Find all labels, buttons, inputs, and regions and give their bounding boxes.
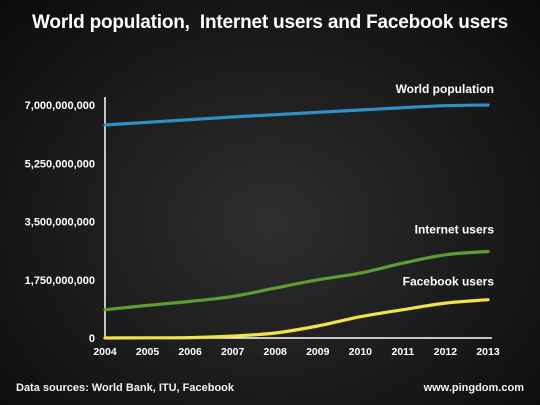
x-tick-label: 2011	[391, 346, 414, 358]
series-line-internet-users	[103, 249, 490, 312]
x-tick-label: 2004	[93, 346, 117, 358]
y-tick-label: 5,250,000,000	[25, 158, 95, 170]
series-line-world-population	[103, 103, 490, 127]
series-label-internet-users: Internet users	[415, 222, 495, 236]
series-label-facebook-users: Facebook users	[403, 275, 495, 289]
series-label-world-population: World population	[396, 82, 494, 96]
y-tick-label: 3,500,000,000	[25, 217, 95, 229]
y-tick-label: 0	[89, 333, 95, 345]
chart-title: World population, Internet users and Fac…	[32, 12, 508, 33]
data-source-note: Data sources: World Bank, ITU, Facebook	[16, 382, 235, 394]
series-line-facebook-users	[103, 298, 490, 340]
x-tick-label: 2010	[349, 346, 373, 358]
x-tick-label: 2013	[476, 346, 500, 358]
x-tick-label: 2006	[178, 346, 202, 358]
x-tick-label: 2008	[264, 346, 288, 358]
x-tick-label: 2007	[221, 346, 245, 358]
site-url: www.pingdom.com	[423, 382, 524, 394]
y-tick-label: 1,750,000,000	[25, 275, 95, 287]
x-tick-label: 2005	[136, 346, 160, 358]
x-tick-label: 2012	[434, 346, 458, 358]
x-tick-label: 2009	[306, 346, 330, 358]
y-tick-label: 7,000,000,000	[25, 100, 95, 112]
